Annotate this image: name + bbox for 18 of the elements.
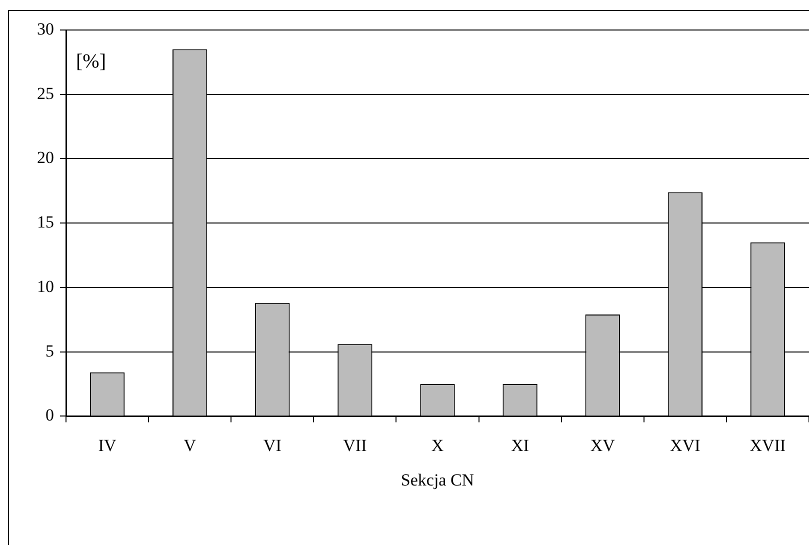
x-tick-label: X [431,436,444,455]
x-tick-label: XV [590,436,616,455]
x-tick-label: VII [343,436,368,455]
y-tick-label: 30 [37,19,54,38]
y-tick-label: 10 [37,276,54,296]
x-tick-label: XVII [750,436,786,455]
y-tick-label: 25 [37,84,54,103]
x-axis-title: Sekcja CN [400,470,474,490]
x-tick-label: IV [98,436,117,455]
y-tick-label: 15 [37,212,54,232]
y-tick-label: 5 [46,341,54,360]
y-axis-title: [%] [76,50,106,72]
y-tick-label: 20 [37,148,54,168]
x-tick-label: VI [263,436,282,455]
x-tick-label: V [184,436,197,455]
y-tick-label: 0 [46,406,54,425]
x-tick-label: XVI [670,436,701,455]
x-tick-label: XI [511,436,530,455]
